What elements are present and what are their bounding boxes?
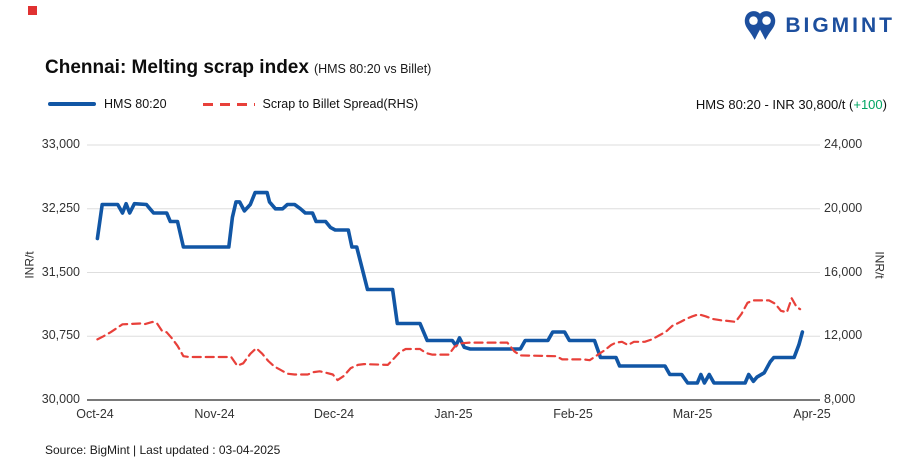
- x-axis-tick: Feb-25: [553, 407, 593, 421]
- x-axis-tick: Mar-25: [672, 407, 713, 421]
- x-axis-tick: Oct-24: [76, 407, 114, 421]
- page-title: Chennai: Melting scrap index: [45, 57, 309, 78]
- spread-line-swatch: [202, 102, 255, 106]
- y-axis-left-tick: 31,500: [41, 264, 80, 279]
- y-axis-right-tick: 20,000: [824, 200, 863, 215]
- y-axis-left-tick: 30,750: [41, 328, 80, 343]
- y-axis-right-tick: 12,000: [824, 328, 863, 343]
- legend-label-hms: HMS 80:20: [104, 97, 167, 111]
- last-price-text: HMS 80:20 - INR 30,800/t (: [695, 97, 854, 112]
- brand-name: BIGMINT: [785, 14, 895, 37]
- spread-line: [96, 297, 802, 382]
- bigmint-logo: BIGMINT: [742, 8, 895, 44]
- y-axis-left-tick: 32,250: [41, 200, 80, 215]
- last-price-annotation: HMS 80:20 - INR 30,800/t (+100): [696, 97, 887, 112]
- bigmint-owl-icon: [745, 11, 776, 40]
- legend-label-spread: Scrap to Billet Spread(RHS): [262, 97, 419, 111]
- x-axis-tick: Jan-25: [434, 407, 473, 421]
- last-price-change: +100: [853, 97, 883, 112]
- legend-item-hms[interactable]: HMS 80:20: [48, 97, 167, 111]
- x-axis-tick: Apr-25: [793, 407, 831, 421]
- page-subtitle: (HMS 80:20 vs Billet): [313, 62, 432, 76]
- x-axis-tick: Nov-24: [194, 407, 235, 421]
- legend-item-spread[interactable]: Scrap to Billet Spread(RHS): [202, 97, 419, 111]
- y-axis-right-tick: 24,000: [824, 137, 863, 151]
- source-note: Source: BigMint | Last updated : 03-04-2…: [45, 443, 281, 457]
- y-axis-right-tick: 8,000: [824, 392, 856, 406]
- hms-price-line: [95, 190, 805, 385]
- y-axis-left-title: INR/t: [22, 251, 37, 279]
- chart-title-row: Chennai: Melting scrap index (HMS 80:20 v…: [45, 57, 431, 79]
- red-square-marker: [28, 6, 37, 15]
- y-axis-left-tick: 30,000: [41, 392, 80, 406]
- x-axis-tick: Dec-24: [313, 407, 355, 421]
- y-axis-right-tick: 16,000: [824, 264, 863, 279]
- y-axis-left-tick: 33,000: [41, 137, 80, 151]
- hms-line-swatch: [48, 102, 96, 106]
- last-price-close-paren: ): [882, 97, 887, 112]
- y-axis-right-title: INR/t: [872, 251, 887, 279]
- legend: HMS 80:20 Scrap to Billet Spread(RHS): [48, 97, 454, 111]
